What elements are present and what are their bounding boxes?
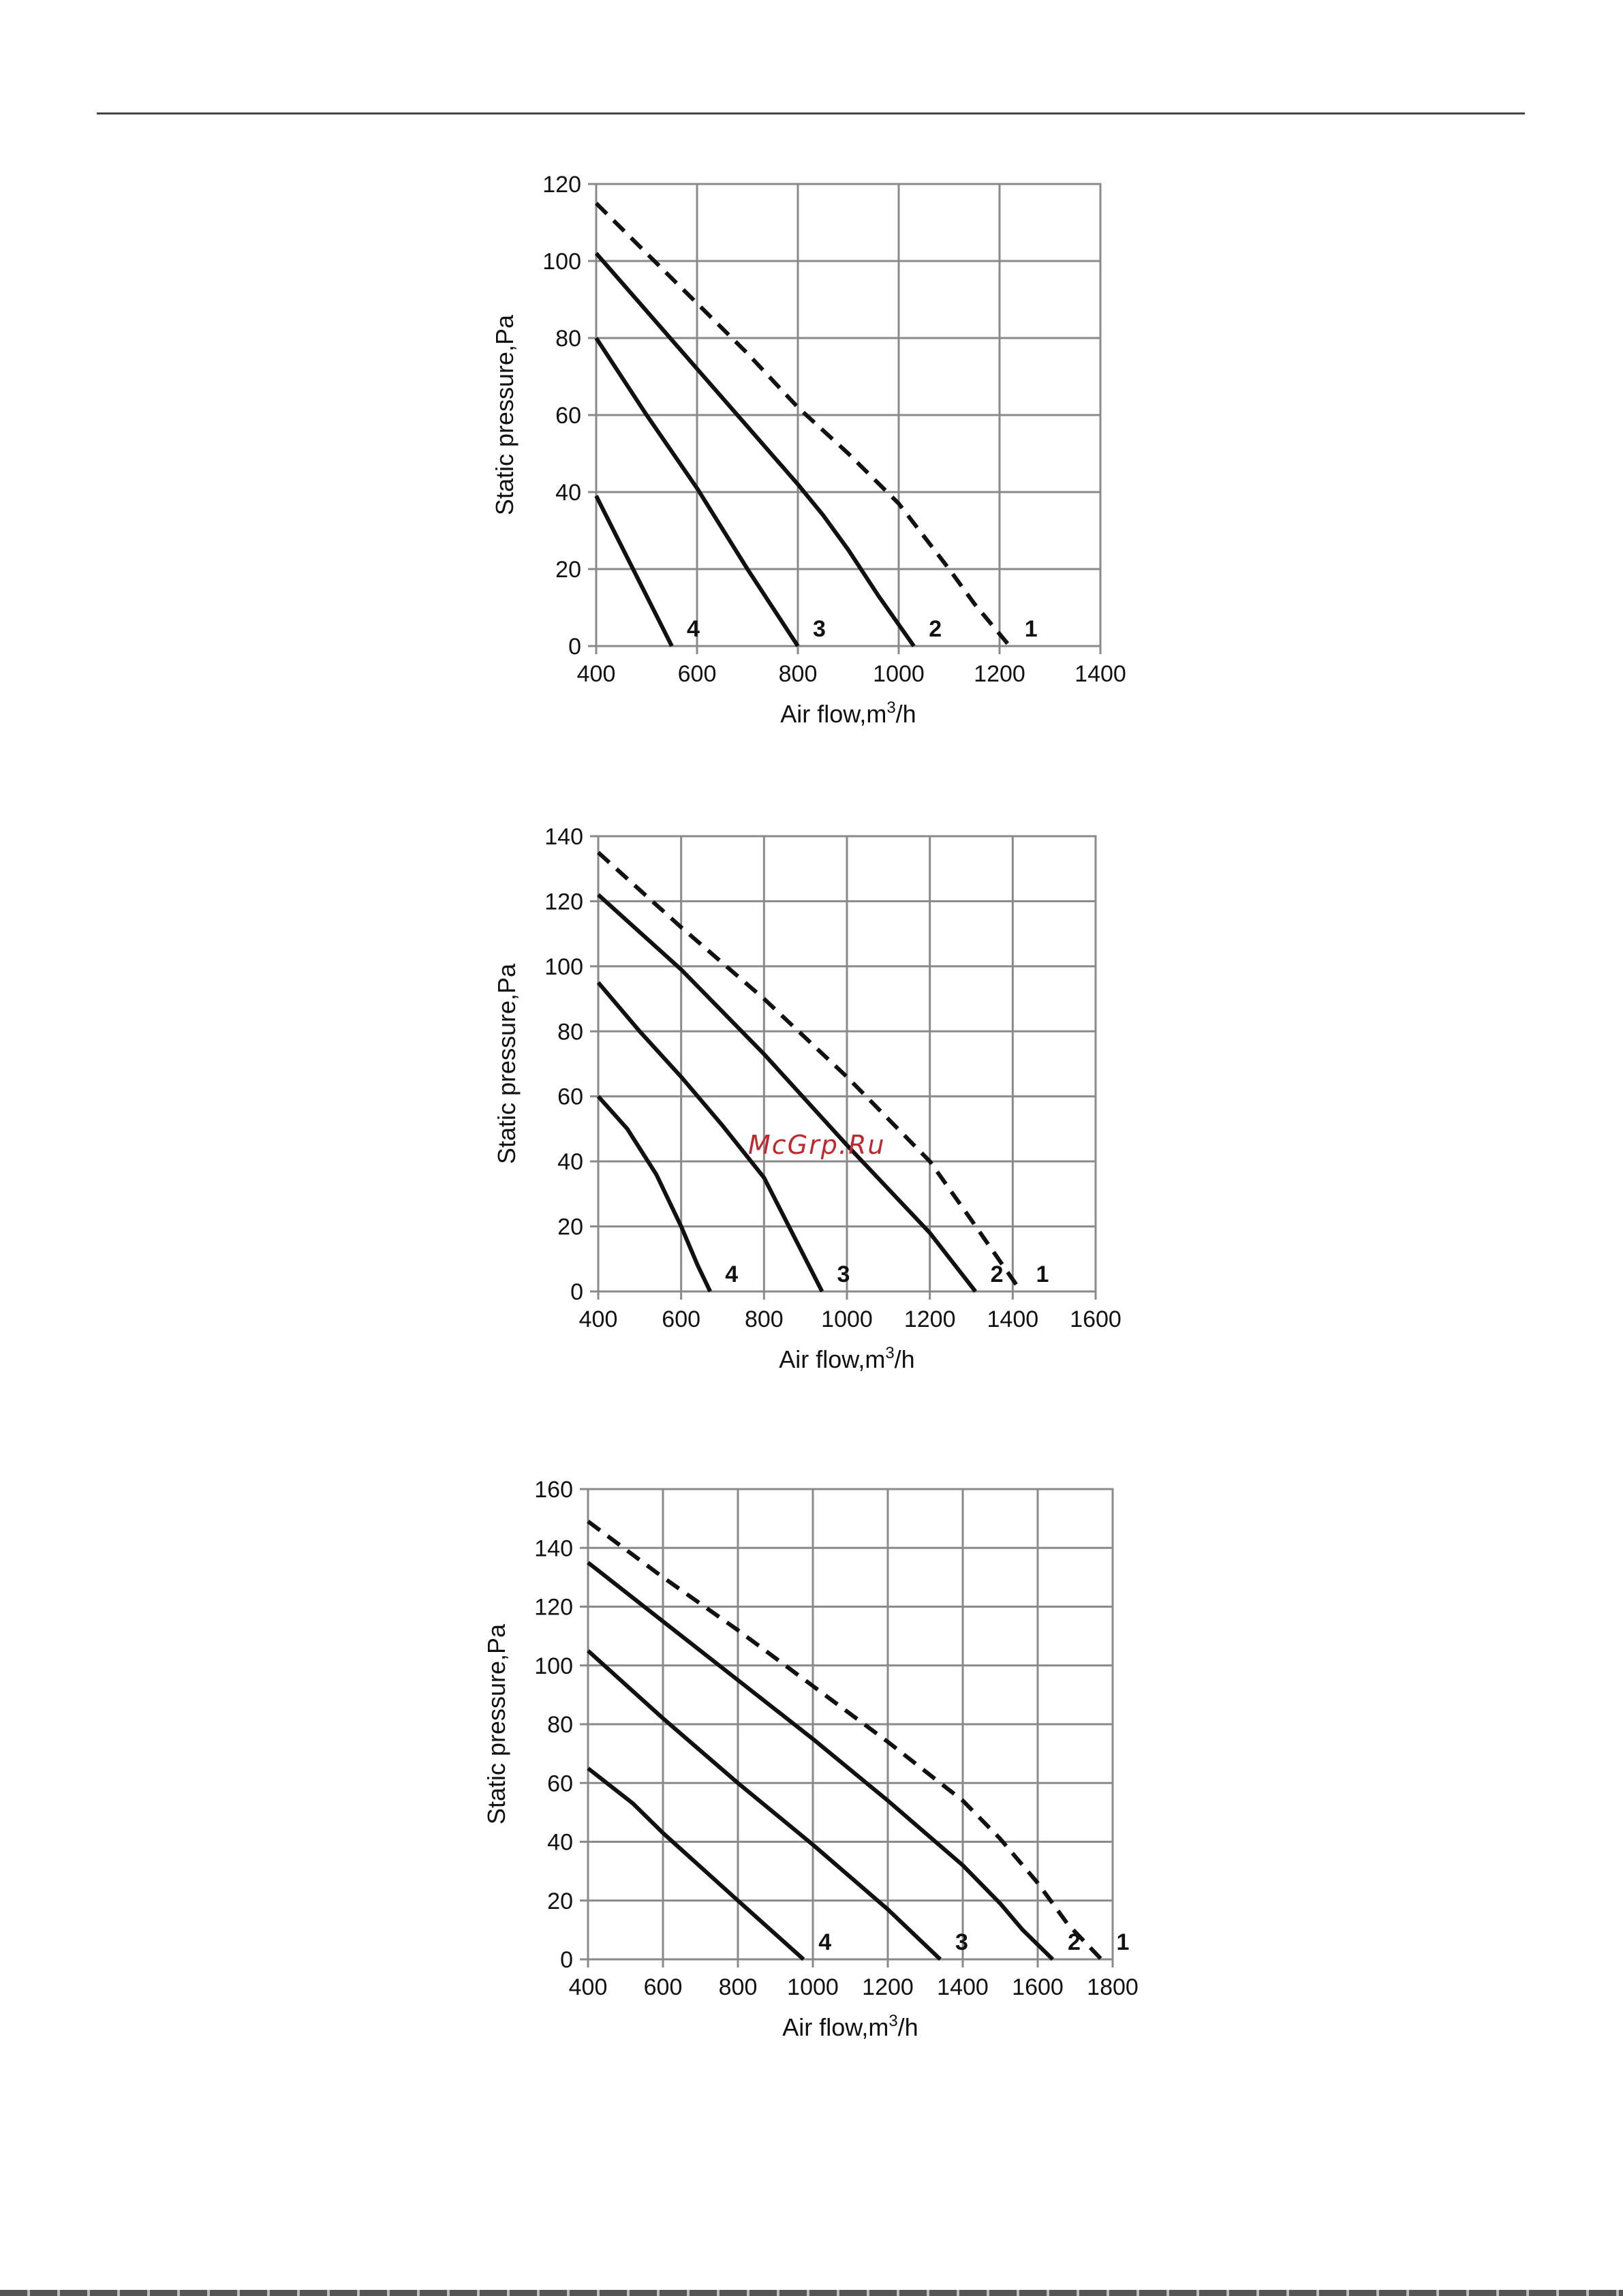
header-rule xyxy=(97,112,1525,114)
series-label-2: 2 xyxy=(991,1261,1004,1287)
chart-1-fan-curve: 400 600 800 1000 1200 1400 0 20 40 60 80 100 120 1 2 3 4… xyxy=(491,172,1126,728)
x-tick-label: 1400 xyxy=(987,1306,1039,1332)
y-tick-label: 120 xyxy=(544,889,583,915)
y-axis-label: Static pressure,Pa xyxy=(482,1623,510,1824)
y-tick-label: 100 xyxy=(542,249,581,275)
y-tick-label: 40 xyxy=(547,1830,573,1856)
x-tick-label: 1200 xyxy=(974,661,1025,687)
x-tick-label: 400 xyxy=(577,661,616,687)
x-tick-label: 800 xyxy=(719,1974,758,2000)
series-label-3: 3 xyxy=(813,616,826,642)
x-tick-label: 400 xyxy=(579,1306,618,1332)
series-curve-4 xyxy=(594,495,674,647)
series-curve-2 xyxy=(587,1561,1055,1961)
x-tick-label: 800 xyxy=(745,1306,784,1332)
series-curve-3 xyxy=(596,981,824,1293)
y-tick-label: 140 xyxy=(544,824,583,850)
y-tick-label: 80 xyxy=(557,1019,583,1045)
y-tick-label: 60 xyxy=(547,1771,573,1796)
series-curve-4 xyxy=(587,1766,805,1961)
y-axis-label: Static pressure,Pa xyxy=(493,963,521,1164)
series-label-3: 3 xyxy=(955,1929,968,1955)
series-curve-2 xyxy=(596,893,977,1293)
x-tick-label: 1200 xyxy=(862,1974,914,2000)
series-curve-3 xyxy=(594,337,800,647)
series-curve-1 xyxy=(596,851,1023,1293)
plot-border xyxy=(595,183,1102,647)
x-tick-label: 1000 xyxy=(821,1306,873,1332)
y-tick-label: 140 xyxy=(534,1535,573,1561)
x-tick-label: 1200 xyxy=(904,1306,956,1332)
series-label-2: 2 xyxy=(929,616,942,642)
series-curve-2 xyxy=(594,251,916,647)
series-curve-1 xyxy=(587,1519,1103,1961)
plot-border xyxy=(597,835,1097,1293)
y-tick-label: 0 xyxy=(560,1947,573,1973)
y-tick-label: 0 xyxy=(568,634,581,660)
x-tick-label: 1000 xyxy=(787,1974,839,2000)
plot-border xyxy=(587,1488,1114,1961)
y-tick-label: 160 xyxy=(534,1477,573,1503)
series-label-4: 4 xyxy=(818,1929,831,1955)
y-tick-label: 40 xyxy=(555,480,581,506)
x-tick-label: 1600 xyxy=(1012,1974,1064,2000)
x-tick-label: 1600 xyxy=(1070,1306,1122,1332)
y-tick-label: 40 xyxy=(557,1149,583,1175)
x-tick-label: 600 xyxy=(678,661,717,687)
y-tick-label: 60 xyxy=(557,1084,583,1110)
y-tick-label: 80 xyxy=(547,1712,573,1738)
series-label-1: 1 xyxy=(1025,616,1038,642)
y-tick-label: 20 xyxy=(547,1888,573,1914)
y-axis-label: Static pressure,Pa xyxy=(491,314,519,515)
series-label-1: 1 xyxy=(1036,1261,1049,1287)
x-axis-label: Air flow,m3/h xyxy=(782,2012,918,2041)
bottom-edge-band xyxy=(0,2290,1623,2296)
x-tick-label: 800 xyxy=(779,661,818,687)
y-tick-label: 100 xyxy=(544,954,583,980)
watermark-text: McGrp.Ru xyxy=(748,1130,886,1160)
x-tick-label: 400 xyxy=(569,1974,608,2000)
x-tick-label: 1000 xyxy=(873,661,925,687)
y-tick-label: 80 xyxy=(555,326,581,352)
series-label-3: 3 xyxy=(837,1261,850,1287)
series-curve-1 xyxy=(594,202,1012,647)
series-label-4: 4 xyxy=(687,616,700,642)
x-axis-label: Air flow,m3/h xyxy=(780,699,916,728)
y-tick-label: 100 xyxy=(534,1653,573,1679)
x-tick-label: 1400 xyxy=(1075,661,1126,687)
y-tick-label: 120 xyxy=(542,172,581,198)
series-label-4: 4 xyxy=(725,1261,738,1287)
series-label-1: 1 xyxy=(1117,1929,1130,1955)
y-tick-label: 20 xyxy=(555,557,581,583)
x-tick-label: 600 xyxy=(644,1974,683,2000)
x-tick-label: 1800 xyxy=(1087,1974,1139,2000)
chart-2-fan-curve: 400 600 800 1000 1200 1400 1600 0 20 40 60 80 100 120… xyxy=(493,824,1122,1373)
y-tick-label: 60 xyxy=(555,403,581,429)
y-tick-label: 20 xyxy=(557,1214,583,1240)
y-tick-label: 120 xyxy=(534,1595,573,1621)
series-label-2: 2 xyxy=(1068,1929,1081,1955)
series-curve-3 xyxy=(586,1649,942,1961)
y-tick-label: 0 xyxy=(570,1279,583,1305)
x-tick-label: 600 xyxy=(662,1306,700,1332)
x-axis-label: Air flow,m3/h xyxy=(779,1344,914,1373)
series-curve-4 xyxy=(596,1095,713,1293)
chart-3-fan-curve: 400 600 800 1000 1200 1400 1600 1800 0 20 40 60 80 10… xyxy=(482,1477,1139,2041)
x-tick-label: 1400 xyxy=(937,1974,989,2000)
